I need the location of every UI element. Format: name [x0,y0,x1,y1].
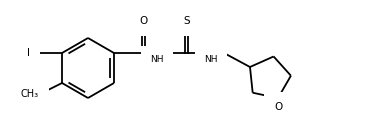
Text: I: I [27,48,30,58]
Text: CH₃: CH₃ [21,89,39,99]
Text: NH: NH [204,55,218,64]
Text: O: O [140,16,148,26]
Text: S: S [184,16,190,26]
Text: NH: NH [150,55,164,64]
Text: O: O [275,102,283,112]
